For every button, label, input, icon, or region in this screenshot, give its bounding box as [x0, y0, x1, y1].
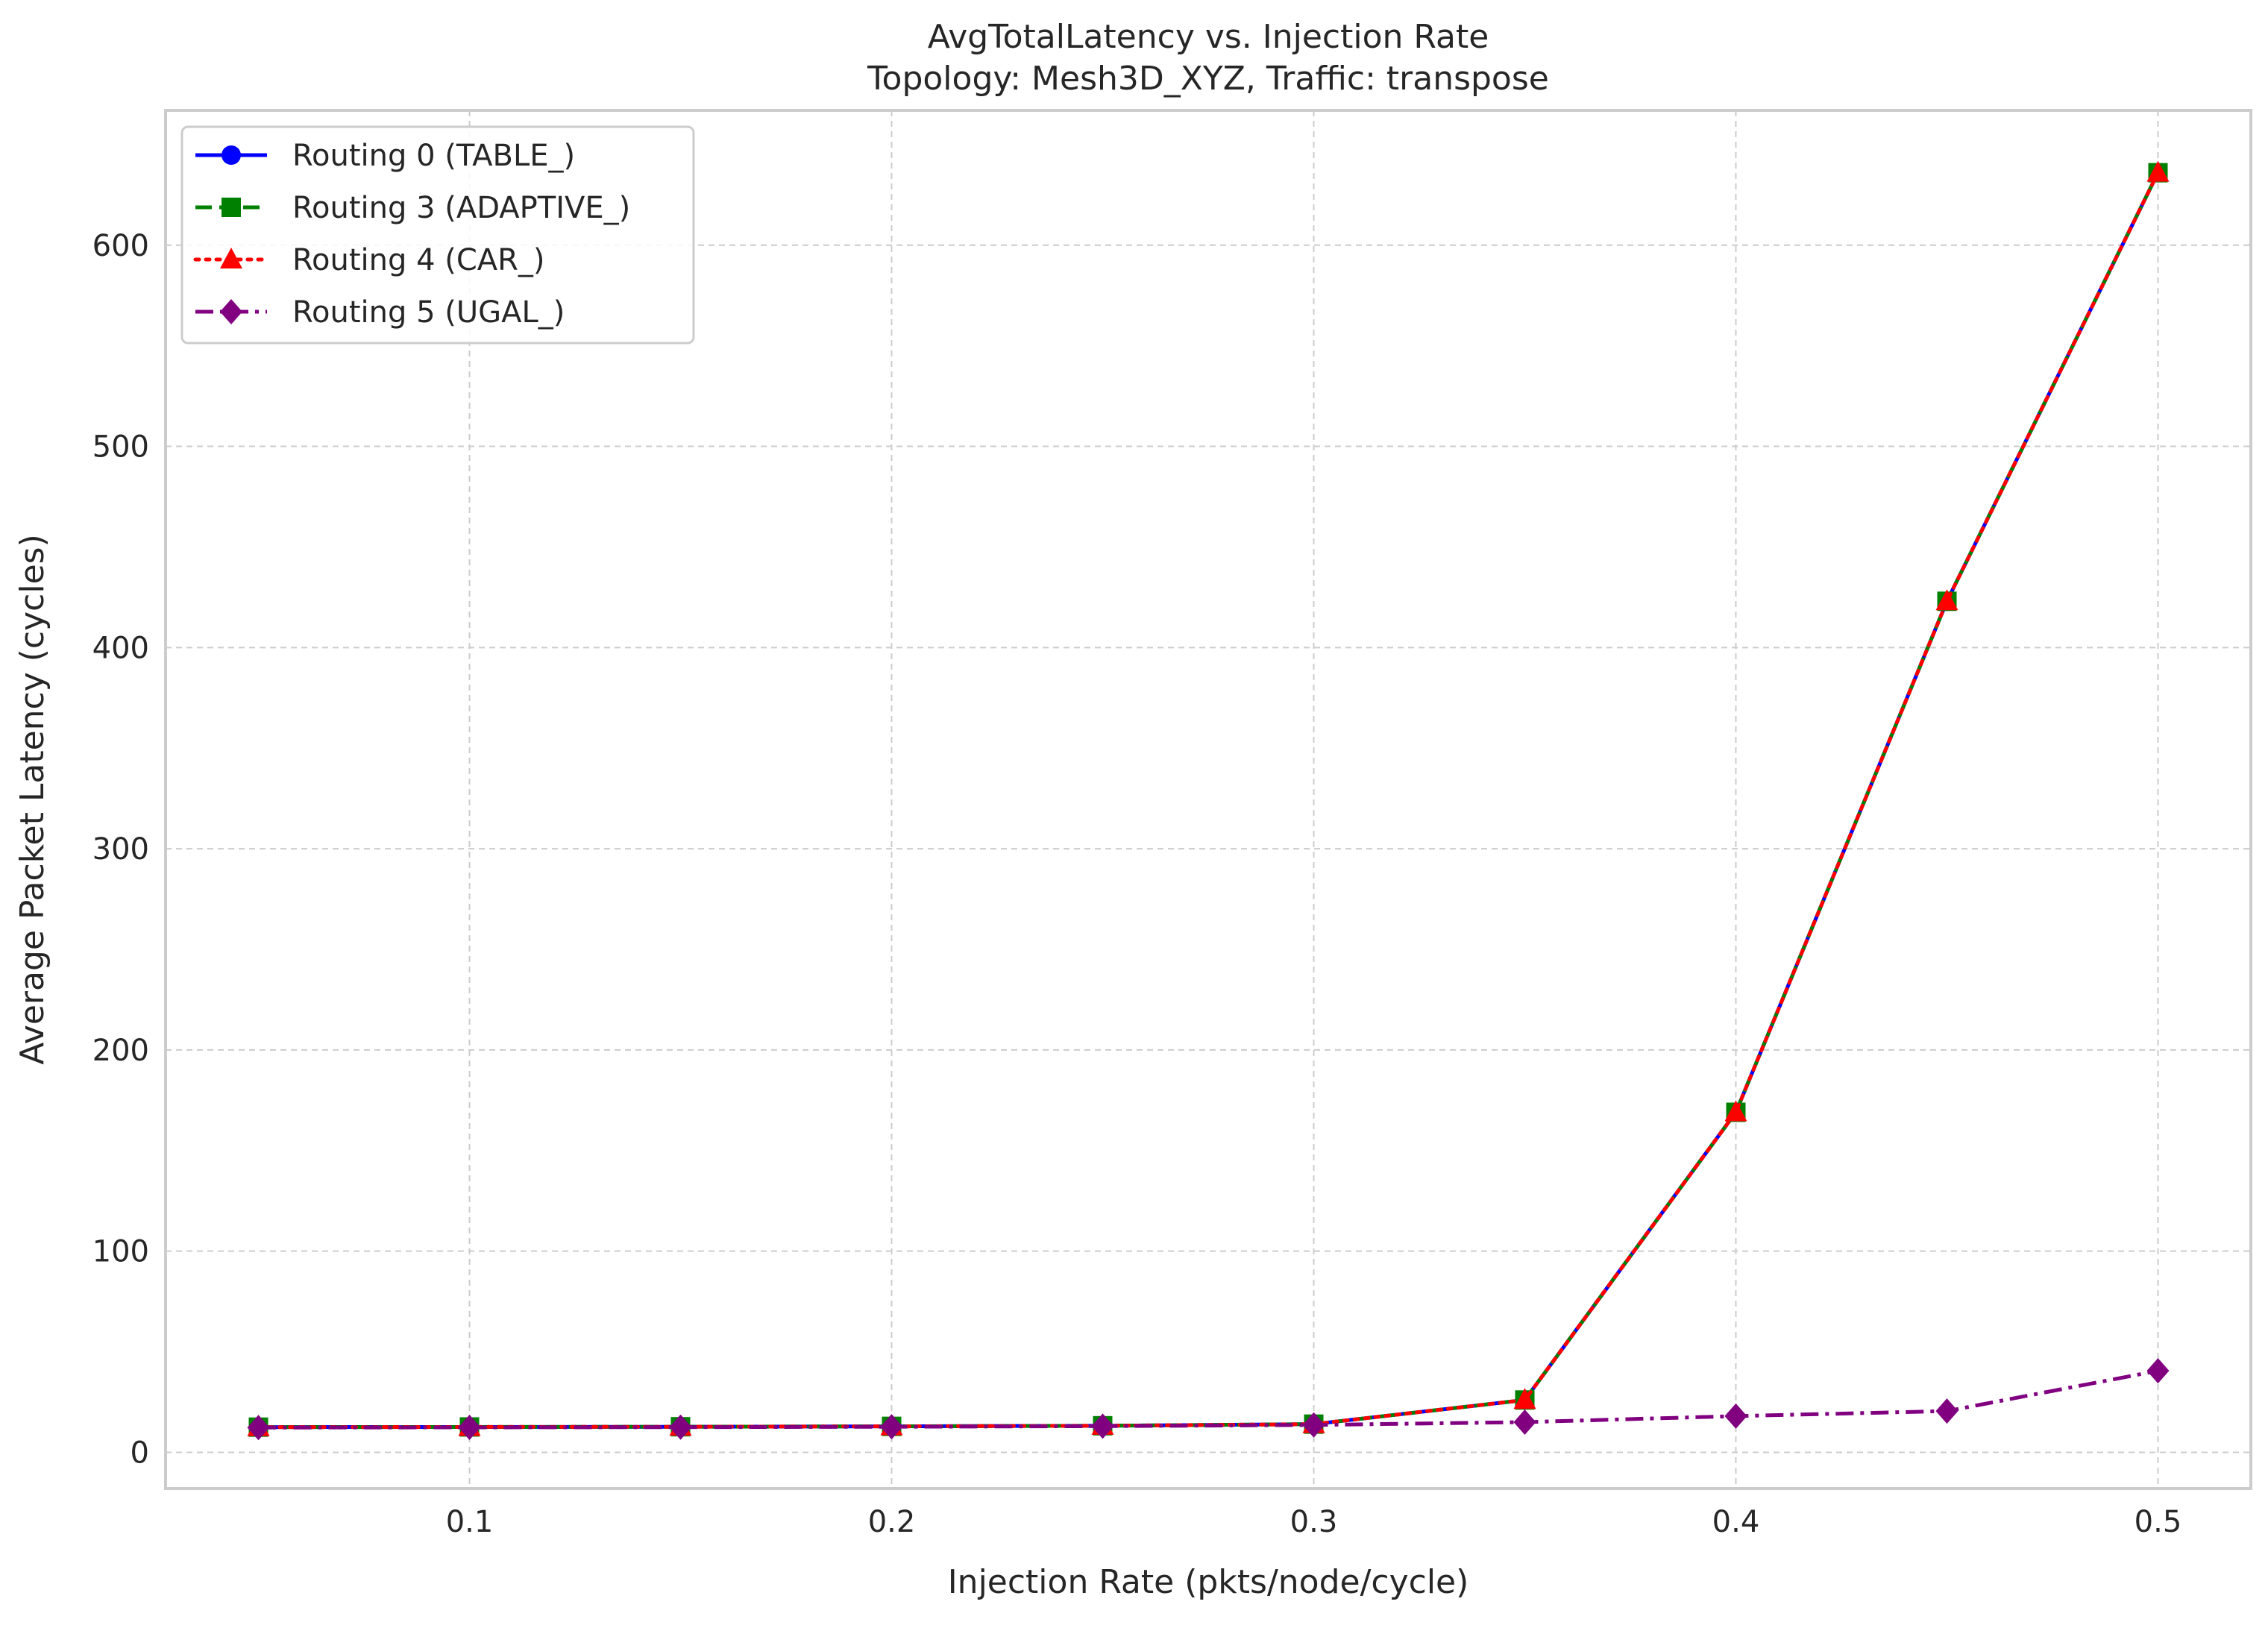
series-line [257, 171, 2160, 1430]
x-tick-label: 0.1 [446, 1505, 494, 1539]
series-line [258, 172, 2160, 1430]
legend-marker [222, 198, 241, 217]
legend: Routing 0 (TABLE_) Routing 3 (ADAPTIVE_) R… [180, 125, 695, 345]
data-point [2146, 160, 2170, 182]
x-tick-label: 0.4 [1712, 1505, 1760, 1539]
series-3 [247, 1358, 2170, 1441]
series-1 [248, 163, 2168, 1437]
legend-marker [222, 145, 241, 165]
series-layer [247, 160, 2170, 1441]
legend-label: Routing 0 (TABLE_) [292, 139, 575, 173]
data-point [1091, 1413, 1114, 1439]
legend-item: Routing 4 (CAR_) [193, 243, 545, 277]
legend-item: Routing 0 (TABLE_) [195, 139, 575, 173]
legend-label: Routing 3 (ADAPTIVE_) [292, 191, 630, 225]
data-point [1302, 1412, 1325, 1438]
y-tick-label: 600 [92, 229, 149, 263]
plot-frame [164, 109, 2252, 1490]
y-tick-label: 0 [131, 1436, 149, 1470]
legend-label: Routing 4 (CAR_) [292, 243, 545, 277]
chart-subtitle: Topology: Mesh3D_XYZ, Traffic: transpose [867, 60, 1549, 98]
chart-title: AvgTotalLatency vs. Injection Rate [928, 18, 1489, 56]
x-tick-label: 0.2 [868, 1505, 916, 1539]
y-tick-label: 100 [92, 1235, 149, 1269]
y-axis-label: Average Packet Latency (cycles) [13, 534, 51, 1064]
legend-marker [220, 248, 242, 268]
data-point [458, 1414, 481, 1440]
y-tick-label: 300 [92, 832, 149, 867]
series-line [258, 172, 2160, 1430]
series-line [258, 1368, 2158, 1430]
legend-marker [220, 299, 242, 324]
series-2 [247, 160, 2170, 1436]
legend-item: Routing 3 (ADAPTIVE_) [195, 191, 630, 225]
y-tick-label: 200 [92, 1034, 149, 1068]
data-point [2146, 1358, 2170, 1384]
data-point [247, 1415, 270, 1441]
x-axis-label: Injection Rate (pkts/node/cycle) [948, 1563, 1469, 1601]
legend-box [180, 125, 695, 345]
data-point [1724, 1403, 1747, 1429]
y-tick-label: 500 [92, 430, 149, 465]
series-0 [248, 163, 2168, 1437]
data-point [669, 1414, 692, 1440]
data-point [1935, 1398, 1958, 1424]
x-tick-label: 0.3 [1290, 1505, 1338, 1539]
data-point [1724, 1100, 1747, 1122]
y-tick-label: 400 [92, 631, 149, 665]
x-tick-label: 0.5 [2135, 1505, 2182, 1539]
tick-labels: 0 100 200 300 400 500 600 0.1 0.2 0.3 0.4 0.5 [92, 229, 2182, 1539]
data-point [880, 1414, 903, 1440]
data-point [1513, 1388, 1536, 1409]
legend-item: Routing 5 (UGAL_) [195, 295, 565, 330]
data-point [1935, 589, 1958, 611]
legend-label: Routing 5 (UGAL_) [292, 295, 565, 330]
data-point [1513, 1409, 1536, 1435]
